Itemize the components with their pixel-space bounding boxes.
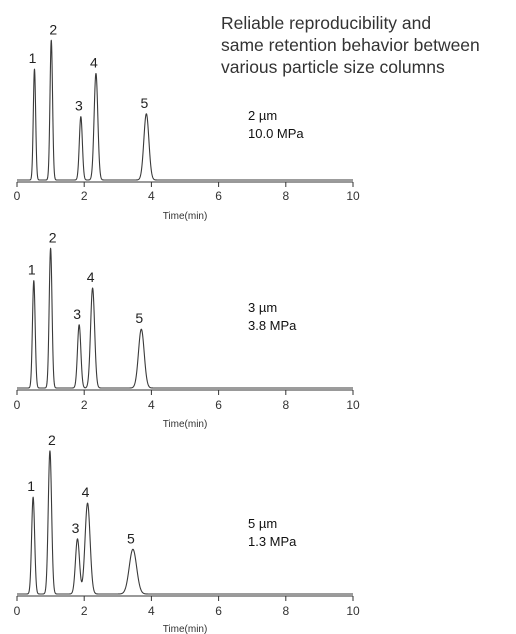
condition-label: 10.0 MPa: [248, 126, 304, 141]
x-tick-label: 10: [346, 604, 360, 618]
chromatogram-trace-3: [16, 450, 354, 595]
condition-label: 3 µm: [248, 300, 277, 315]
chromatogram-trace-2: [16, 247, 354, 389]
x-tick-label: 6: [215, 189, 222, 203]
x-axis-label: Time(min): [163, 419, 208, 430]
peak-label-4: 4: [87, 269, 95, 285]
headline: Reliable reproducibility and same retent…: [221, 12, 511, 78]
x-tick-label: 2: [81, 398, 88, 412]
x-tick-label: 10: [346, 398, 360, 412]
peak-label-5: 5: [135, 310, 143, 326]
peak-label-3: 3: [72, 520, 80, 536]
headline-line: Reliable reproducibility and: [221, 13, 432, 33]
x-axis-label: Time(min): [163, 624, 208, 634]
headline-line: various particle size columns: [221, 57, 445, 77]
peak-label-1: 1: [28, 262, 36, 278]
peak-label-4: 4: [82, 484, 90, 500]
peak-label-2: 2: [49, 21, 57, 37]
condition-label: 3.8 MPa: [248, 318, 297, 333]
x-tick-label: 6: [215, 398, 222, 412]
x-tick-label: 2: [81, 189, 88, 203]
headline-line: same retention behavior between: [221, 35, 480, 55]
x-axis-label: Time(min): [163, 211, 208, 222]
condition-label: 1.3 MPa: [248, 534, 297, 549]
x-tick-label: 0: [14, 189, 21, 203]
peak-label-5: 5: [127, 530, 135, 546]
peak-label-3: 3: [75, 98, 83, 114]
x-tick-label: 0: [14, 604, 21, 618]
peak-label-4: 4: [90, 54, 98, 70]
condition-label: 2 µm: [248, 108, 277, 123]
peak-label-2: 2: [48, 432, 56, 448]
chromatogram-trace-1: [16, 39, 354, 181]
condition-label: 5 µm: [248, 516, 277, 531]
x-tick-label: 8: [282, 604, 289, 618]
peak-label-1: 1: [29, 50, 37, 66]
x-tick-label: 4: [148, 189, 155, 203]
peak-label-3: 3: [73, 306, 81, 322]
x-tick-label: 4: [148, 398, 155, 412]
x-tick-label: 8: [282, 398, 289, 412]
peak-label-5: 5: [140, 95, 148, 111]
x-tick-label: 2: [81, 604, 88, 618]
peak-label-2: 2: [49, 229, 57, 245]
x-tick-label: 4: [148, 604, 155, 618]
x-tick-label: 0: [14, 398, 21, 412]
x-tick-label: 10: [346, 189, 360, 203]
peak-label-1: 1: [27, 478, 35, 494]
x-tick-label: 6: [215, 604, 222, 618]
x-tick-label: 8: [282, 189, 289, 203]
